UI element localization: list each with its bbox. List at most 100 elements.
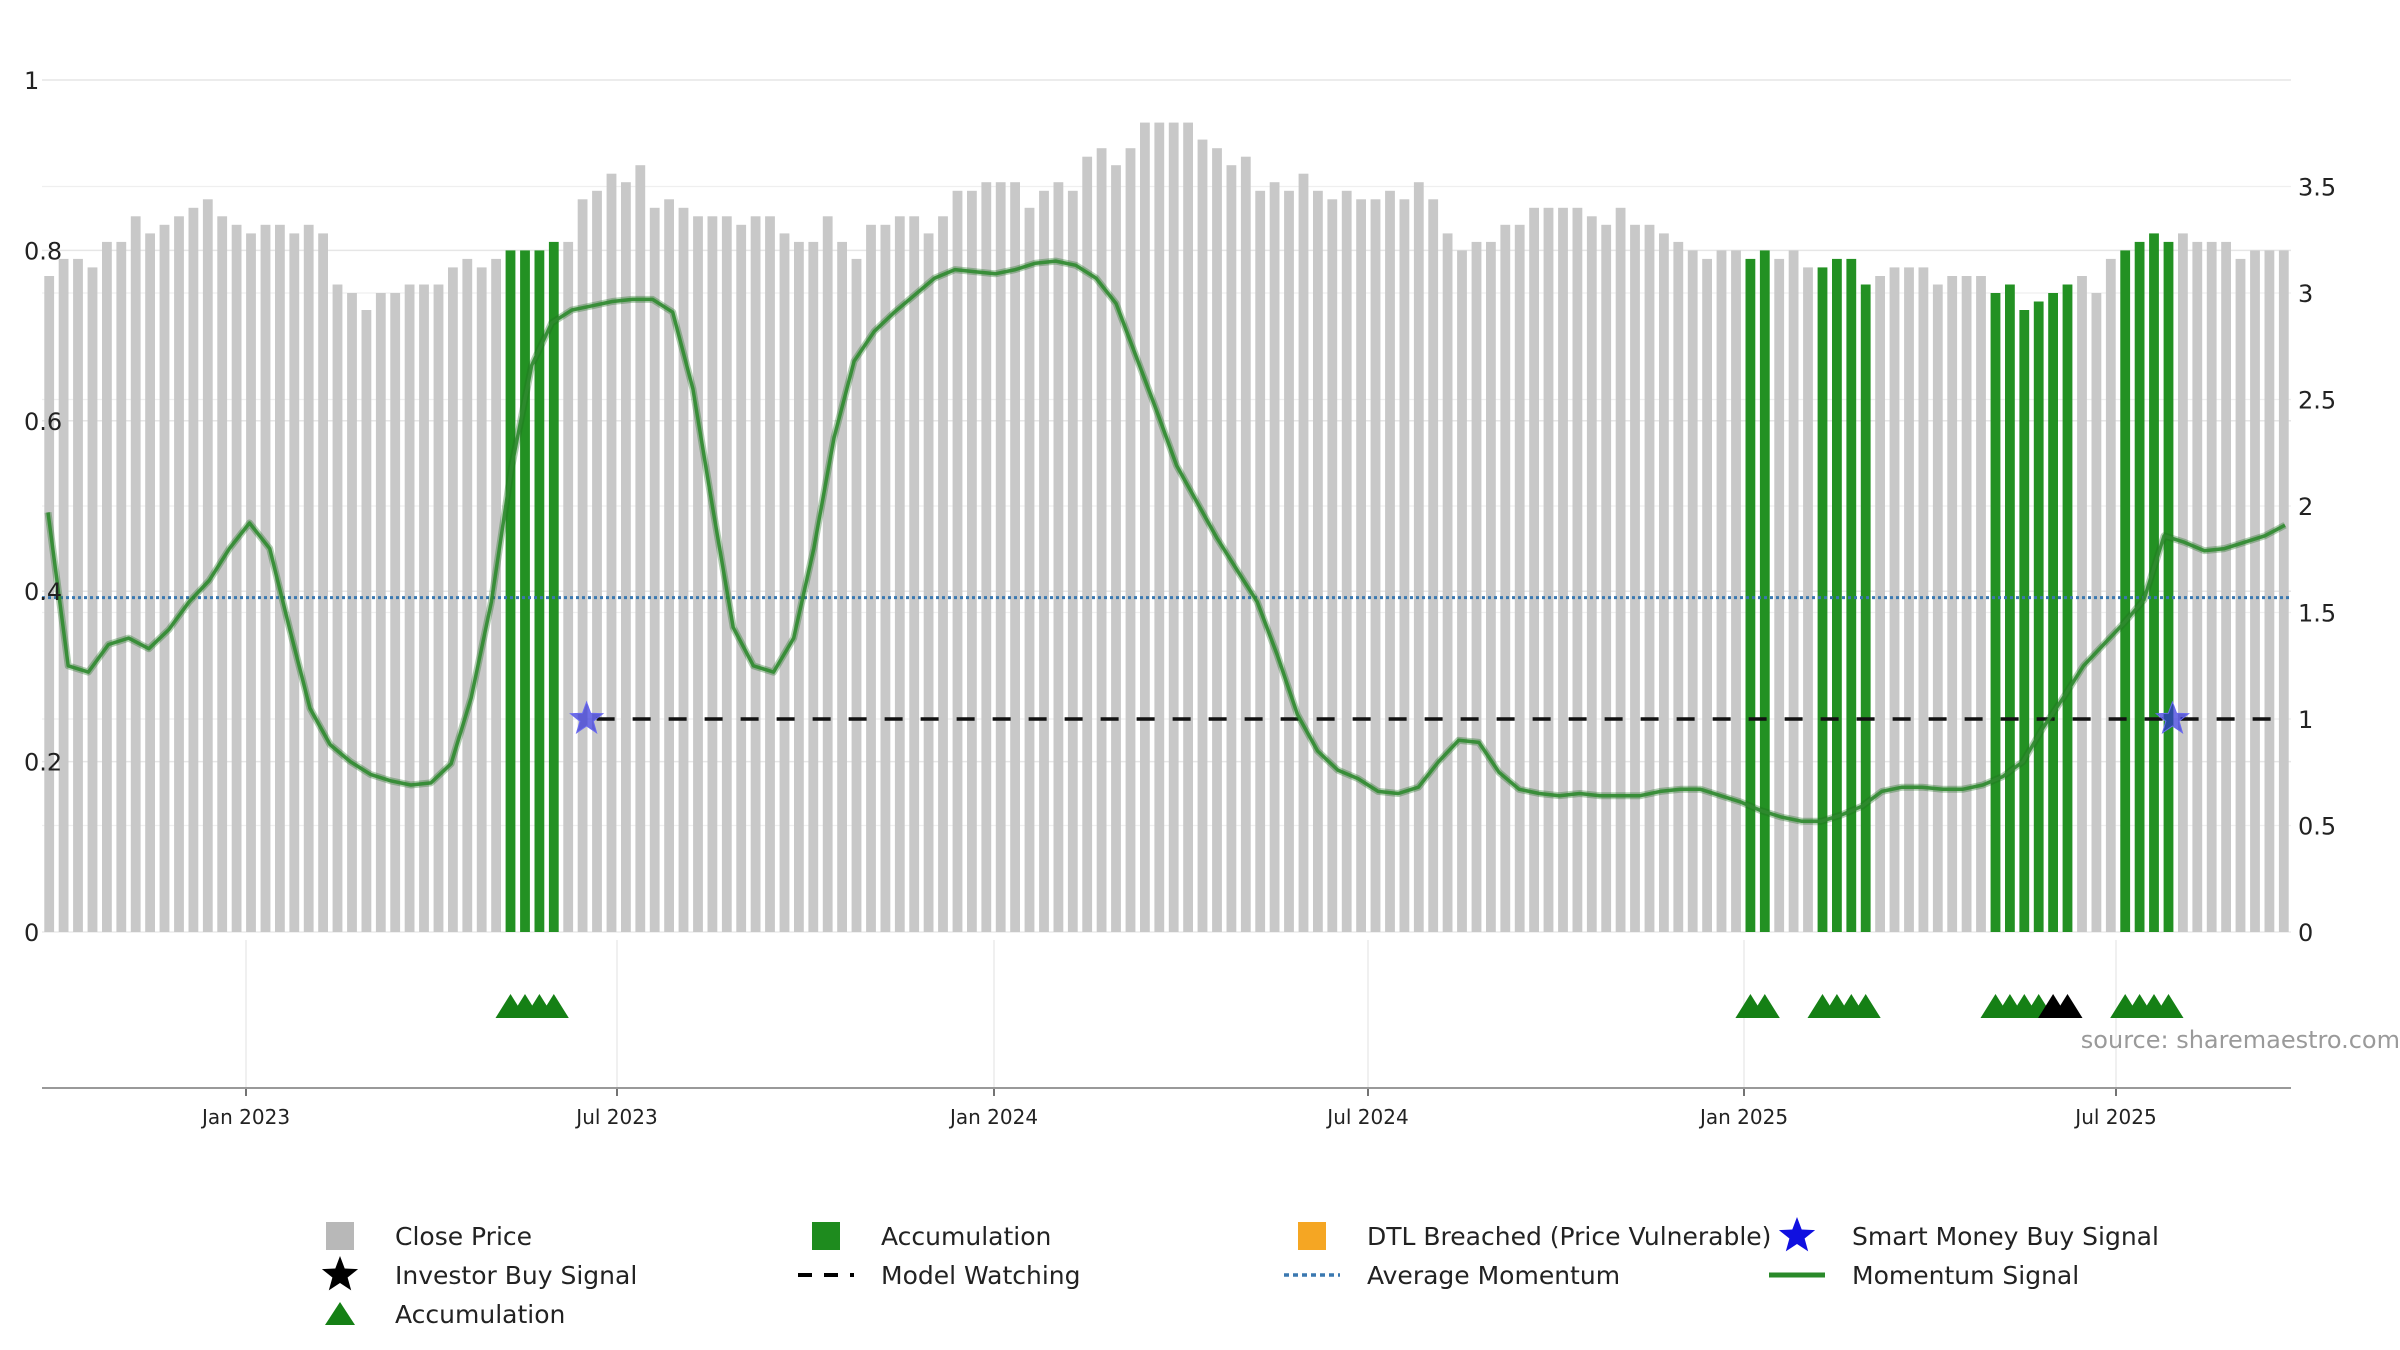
close-price-bar xyxy=(188,207,199,933)
close-price-bar xyxy=(822,216,833,933)
close-price-bar xyxy=(1183,122,1193,933)
close-price-bar xyxy=(606,173,617,932)
close-price-bar xyxy=(44,276,55,932)
close-price-bar xyxy=(1341,190,1352,933)
accumulation-bar xyxy=(1860,284,1871,932)
close-price-bar xyxy=(794,241,804,932)
left-tick-label: 0.4 xyxy=(24,578,62,606)
source-label: source: sharemaestro.com xyxy=(2081,1026,2400,1054)
legend-label: Momentum Signal xyxy=(1852,1261,2079,1290)
close-price-bar xyxy=(1788,250,1799,932)
close-price-bar xyxy=(202,199,213,933)
legend-symbol-square xyxy=(1298,1222,1326,1250)
close-price-bar xyxy=(1125,148,1136,932)
momentum-signal-line xyxy=(46,259,2286,823)
close-price-bar xyxy=(1140,122,1150,933)
accumulation-triangle xyxy=(1850,994,1881,1018)
accumulation-bar xyxy=(2120,250,2131,932)
legend-item: Investor Buy Signal xyxy=(321,1256,637,1291)
accumulation-bar xyxy=(520,250,530,932)
close-price-bar xyxy=(2278,250,2289,932)
smart-money-buy-star xyxy=(2154,700,2190,734)
close-price-bar xyxy=(1673,241,1684,932)
close-price-bar xyxy=(923,233,934,932)
legend-label: Model Watching xyxy=(881,1261,1081,1290)
close-price-bar xyxy=(736,224,747,933)
close-price-bar xyxy=(1558,207,1568,933)
close-price-bar xyxy=(1687,250,1698,932)
close-price-bar xyxy=(1500,224,1511,933)
close-price-bar xyxy=(433,284,444,932)
close-price-bar xyxy=(1630,224,1640,933)
legend-label: Smart Money Buy Signal xyxy=(1852,1222,2159,1251)
close-price-bar xyxy=(462,258,473,932)
close-price-bar xyxy=(649,207,660,933)
close-price-bar xyxy=(1053,182,1064,932)
accumulation-bar xyxy=(2149,233,2159,932)
accumulation-triangle xyxy=(538,994,569,1018)
close-price-bar xyxy=(217,216,228,933)
close-price-bar xyxy=(2105,258,2116,932)
close-price-bar xyxy=(1255,190,1266,933)
close-price-bar xyxy=(1803,267,1813,932)
x-tick-label: Jul 2024 xyxy=(1325,1105,1408,1129)
close-price-bar xyxy=(1385,190,1395,933)
close-price-bar xyxy=(1659,233,1669,932)
close-price-bar xyxy=(995,182,1006,932)
close-price-bar xyxy=(938,216,948,933)
close-price-bar xyxy=(1284,190,1294,933)
legend-label: Accumulation xyxy=(395,1300,565,1329)
close-price-bar xyxy=(2091,293,2102,932)
close-price-bar xyxy=(808,241,819,932)
close-price-bar xyxy=(404,284,415,932)
accumulation-triangle xyxy=(2153,994,2184,1018)
close-price-bar xyxy=(1067,190,1078,933)
close-price-bar xyxy=(1154,122,1165,933)
legend-symbol-square xyxy=(812,1222,840,1250)
close-price-bar xyxy=(1471,241,1482,932)
left-tick-label: 0.8 xyxy=(24,237,62,265)
legend-item: Accumulation xyxy=(325,1300,565,1329)
accumulation-bar xyxy=(2163,241,2174,932)
close-price-bar xyxy=(1024,207,1035,933)
legend-item: Close Price xyxy=(326,1222,532,1251)
legend-item: Smart Money Buy Signal xyxy=(1778,1217,2159,1252)
close-price-bar xyxy=(1442,233,1453,932)
close-price-bar xyxy=(635,165,646,932)
close-price-bar xyxy=(1168,122,1179,933)
close-price-bar xyxy=(73,258,83,932)
legend-label: Average Momentum xyxy=(1367,1261,1620,1290)
close-price-bar xyxy=(491,258,501,932)
close-price-bar xyxy=(303,224,314,933)
close-price-bar xyxy=(952,190,963,933)
close-price-bar xyxy=(2206,241,2217,932)
smart-money-buy-star xyxy=(569,700,605,734)
close-price-bar xyxy=(1702,258,1712,932)
close-price-bar xyxy=(894,216,905,933)
close-price-bar xyxy=(361,310,372,932)
close-price-bar xyxy=(1774,258,1785,932)
left-tick-label: 0.6 xyxy=(24,408,62,436)
close-price-bar xyxy=(1615,207,1626,933)
close-price-bar xyxy=(1457,250,1467,932)
close-price-bar xyxy=(130,216,141,933)
close-price-bar xyxy=(765,216,775,933)
accumulation-bar xyxy=(1990,293,2001,932)
close-price-bar xyxy=(1601,224,1612,933)
x-tick-label: Jan 2024 xyxy=(948,1105,1038,1129)
close-price-bar xyxy=(1197,139,1208,933)
close-price-bar xyxy=(1572,207,1583,933)
accumulation-bar xyxy=(548,241,559,932)
close-price-bar xyxy=(1111,165,1121,932)
close-price-bar xyxy=(231,224,242,933)
close-price-bar xyxy=(2192,241,2203,932)
signal-markers xyxy=(495,700,2190,1018)
close-price-bar xyxy=(678,207,689,933)
legend-symbol-star xyxy=(321,1256,359,1291)
legend-label: DTL Breached (Price Vulnerable) xyxy=(1367,1222,1771,1251)
close-price-bar xyxy=(664,199,674,933)
accumulation-bar xyxy=(2134,241,2145,932)
legend-item: Model Watching xyxy=(798,1261,1081,1290)
close-price-bar xyxy=(1875,276,1885,932)
